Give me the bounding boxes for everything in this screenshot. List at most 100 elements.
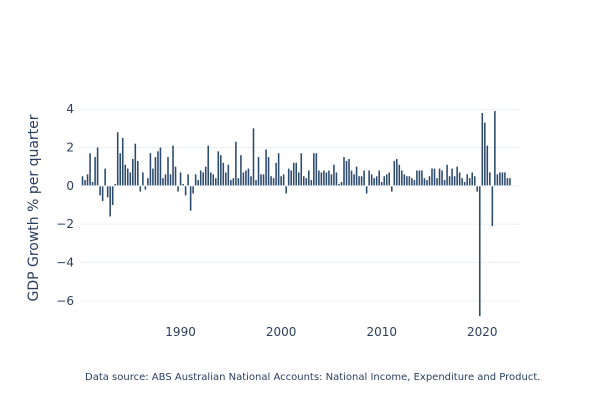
bar: [290, 170, 292, 186]
bar: [325, 172, 328, 186]
bar: [466, 174, 468, 186]
bar: [461, 178, 463, 186]
bar: [360, 176, 363, 186]
bar: [212, 174, 215, 186]
bar: [220, 155, 222, 186]
bar: [494, 111, 496, 186]
bar: [370, 174, 373, 186]
bar: [411, 178, 413, 186]
bar: [393, 160, 396, 186]
bar: [353, 174, 355, 186]
bar: [433, 168, 436, 186]
bar: [401, 170, 403, 186]
bar: [227, 164, 230, 186]
bar: [204, 166, 207, 186]
bar: [333, 164, 335, 186]
bar: [257, 157, 260, 186]
bar: [192, 185, 194, 194]
bar: [184, 185, 187, 196]
bar: [267, 157, 270, 186]
bar: [436, 178, 438, 186]
bar: [187, 174, 189, 186]
bar: [458, 172, 461, 186]
bar: [137, 160, 139, 186]
bar: [121, 137, 124, 186]
bar: [398, 164, 401, 186]
bar: [177, 185, 179, 192]
bar: [247, 168, 250, 186]
bar: [222, 162, 225, 186]
bar: [378, 170, 380, 186]
bar: [250, 176, 252, 186]
bar: [506, 178, 509, 186]
y-tick-label: −2: [56, 217, 74, 231]
bar: [390, 185, 393, 192]
x-tick-label: 2020: [467, 325, 498, 339]
bar: [355, 166, 358, 186]
bar: [426, 180, 428, 186]
bar: [406, 176, 408, 186]
y-tick-label: −4: [56, 256, 74, 270]
bar: [149, 153, 152, 186]
bar: [338, 183, 340, 186]
bar: [295, 162, 298, 186]
bar: [157, 151, 159, 186]
bar: [297, 172, 300, 186]
x-tick-label: 2000: [266, 325, 297, 339]
bar: [363, 170, 365, 186]
bar: [368, 170, 370, 186]
x-axis-ticks: 1990 2000 2010 2020: [165, 325, 497, 339]
bar: [182, 183, 184, 186]
bar: [265, 149, 267, 186]
bar: [453, 176, 456, 186]
bar: [413, 180, 416, 186]
bar: [277, 153, 280, 186]
bar: [245, 170, 247, 186]
bar: [152, 168, 154, 186]
bar: [328, 170, 330, 186]
bar: [365, 185, 368, 194]
bar: [486, 145, 489, 186]
bar: [280, 176, 282, 186]
bar: [292, 162, 295, 186]
bar: [373, 178, 375, 186]
bars: [81, 111, 511, 317]
bar: [446, 164, 448, 186]
x-tick-label: 2010: [366, 325, 397, 339]
bar: [323, 170, 325, 186]
bar: [302, 176, 305, 186]
bar: [129, 172, 132, 186]
bar: [383, 176, 386, 186]
bar: [159, 147, 162, 186]
bar: [499, 172, 501, 186]
bar: [491, 185, 494, 227]
bar: [509, 178, 511, 186]
bar: [237, 178, 240, 186]
bar: [252, 128, 255, 186]
bar: [81, 176, 84, 186]
bar: [101, 185, 104, 202]
bar: [147, 178, 149, 186]
bar: [348, 159, 350, 186]
y-tick-label: 2: [66, 141, 74, 155]
bar: [255, 180, 257, 186]
bar: [174, 166, 177, 186]
bar: [300, 153, 303, 186]
bar: [109, 185, 111, 217]
bar: [428, 176, 431, 186]
bar: [270, 176, 272, 186]
bar: [476, 185, 479, 192]
bar: [343, 157, 345, 186]
bar: [86, 174, 89, 186]
bar: [285, 185, 287, 194]
bar: [335, 172, 338, 186]
bar: [94, 157, 96, 186]
bar: [456, 166, 458, 186]
y-axis-ticks: −6 −4 −2 0 2 4: [56, 102, 74, 308]
bar: [438, 168, 441, 186]
bar: [242, 172, 245, 186]
bar: [421, 170, 423, 186]
bar: [463, 182, 466, 186]
bar: [111, 185, 114, 205]
